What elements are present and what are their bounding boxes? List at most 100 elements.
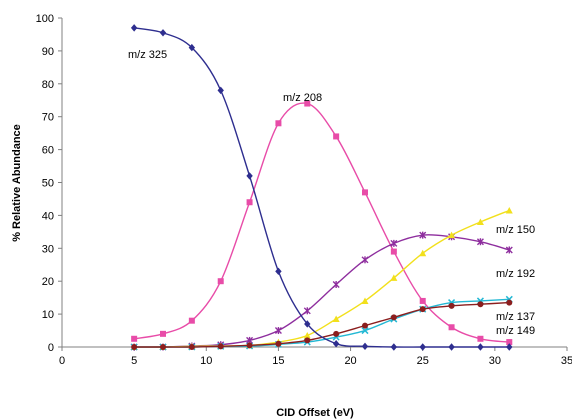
data-point xyxy=(361,297,369,304)
y-tick-label: 70 xyxy=(42,112,54,124)
data-point xyxy=(390,239,398,247)
data-point xyxy=(361,256,369,264)
data-point xyxy=(477,301,484,308)
data-point xyxy=(419,343,426,351)
x-tick-label: 0 xyxy=(59,355,65,367)
data-point xyxy=(333,133,340,140)
data-point xyxy=(275,267,282,276)
data-point xyxy=(275,340,282,347)
data-point xyxy=(159,29,167,37)
data-point xyxy=(448,302,455,309)
y-tick-label: 20 xyxy=(42,276,54,288)
data-point xyxy=(130,24,138,32)
data-point xyxy=(246,342,253,349)
data-point xyxy=(333,330,340,337)
x-tick-label: 15 xyxy=(272,355,284,367)
data-point xyxy=(390,248,397,255)
data-point xyxy=(505,246,513,254)
data-point xyxy=(217,343,224,350)
data-point xyxy=(419,231,427,239)
series-m-z-192 xyxy=(130,231,513,351)
data-point xyxy=(304,337,311,344)
series-m-z-149 xyxy=(131,299,513,350)
data-point xyxy=(390,314,397,321)
data-point xyxy=(332,340,340,348)
y-tick-label: 30 xyxy=(42,243,54,255)
data-point xyxy=(506,339,513,346)
data-point xyxy=(361,342,369,351)
data-point xyxy=(390,343,398,351)
data-point xyxy=(304,320,311,328)
annotations: m/z 325 m/z 208 m/z 150 m/z 192 m/z 137 … xyxy=(128,49,535,337)
data-point xyxy=(506,299,513,306)
data-point xyxy=(188,344,195,350)
x-tick-label: 5 xyxy=(131,355,137,367)
y-tick-label: 10 xyxy=(42,309,54,321)
series-line xyxy=(134,102,510,343)
data-point xyxy=(160,344,166,350)
data-point xyxy=(476,218,484,225)
series-layer xyxy=(130,24,513,351)
axes xyxy=(61,18,567,348)
data-point xyxy=(477,335,484,342)
series-m-z-150 xyxy=(130,206,513,350)
data-point xyxy=(217,86,224,95)
data-point xyxy=(188,43,196,52)
data-point xyxy=(217,278,224,285)
x-ticks: 0 5 10 15 20 25 30 35 xyxy=(59,347,572,367)
data-point xyxy=(419,306,426,313)
label-mz137: m/z 137 xyxy=(496,311,535,323)
data-point xyxy=(390,274,398,281)
data-point xyxy=(362,322,368,329)
y-tick-label: 40 xyxy=(42,210,54,222)
y-tick-label: 80 xyxy=(42,79,54,91)
data-point xyxy=(131,344,138,350)
y-tick-label: 100 xyxy=(36,13,54,25)
x-tick-label: 20 xyxy=(344,355,356,367)
data-point xyxy=(419,249,427,257)
y-tick-label: 90 xyxy=(42,46,54,58)
data-point xyxy=(419,297,426,304)
data-point xyxy=(448,343,455,351)
series-m-z-325 xyxy=(130,24,513,351)
data-point xyxy=(332,315,340,323)
data-point xyxy=(188,317,195,324)
y-tick-label: 0 xyxy=(48,342,54,354)
series-m-z-208 xyxy=(131,100,513,346)
label-mz325: m/z 325 xyxy=(128,49,167,61)
y-tick-label: 60 xyxy=(42,145,54,157)
label-mz208: m/z 208 xyxy=(283,92,322,104)
data-point xyxy=(362,189,368,196)
data-point xyxy=(448,231,456,239)
label-mz192: m/z 192 xyxy=(496,268,535,280)
y-ticks: 0 10 20 30 40 50 60 70 80 90 100 xyxy=(36,13,62,354)
x-tick-label: 10 xyxy=(200,355,212,367)
data-point xyxy=(303,307,311,315)
data-point xyxy=(476,238,484,246)
label-mz150: m/z 150 xyxy=(496,224,535,236)
marker-stroke xyxy=(361,327,369,335)
data-point xyxy=(505,206,513,214)
y-tick-label: 50 xyxy=(42,178,54,190)
x-tick-label: 35 xyxy=(561,355,572,367)
data-point xyxy=(477,343,484,351)
label-mz149: m/z 149 xyxy=(496,325,535,337)
y-axis-title: % Relative Abundance xyxy=(11,124,23,242)
data-point xyxy=(246,172,253,180)
data-point xyxy=(448,324,455,331)
x-tick-label: 25 xyxy=(417,355,429,367)
series-line xyxy=(134,27,510,348)
x-tick-label: 30 xyxy=(489,355,501,367)
data-point xyxy=(246,199,253,206)
data-point xyxy=(361,327,369,335)
data-point xyxy=(332,280,340,288)
data-point xyxy=(506,343,513,351)
data-point xyxy=(303,331,311,339)
x-axis-title: CID Offset (eV) xyxy=(276,407,354,419)
data-point xyxy=(274,327,282,335)
data-point xyxy=(275,120,282,127)
data-point xyxy=(160,330,166,337)
data-point xyxy=(304,100,311,107)
data-point xyxy=(131,335,138,342)
